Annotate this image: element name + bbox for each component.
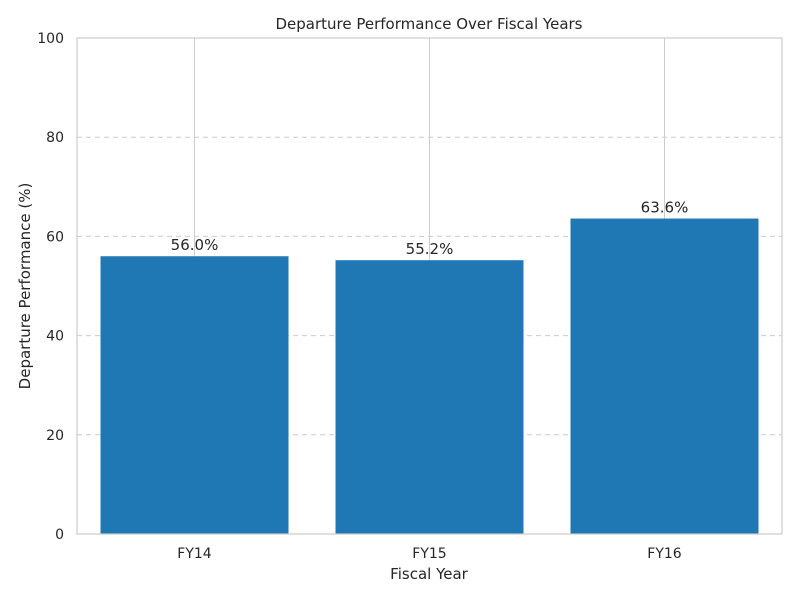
y-tick-label: 40 [46, 329, 64, 345]
bars [100, 218, 759, 534]
y-axis-ticks: 0 20 40 60 80 100 [37, 31, 64, 543]
y-tick-label: 80 [46, 130, 64, 146]
y-tick-label: 0 [55, 527, 64, 543]
bar-value-label: 55.2% [406, 240, 454, 258]
y-tick-label: 100 [37, 31, 64, 47]
bar-value-labels: 56.0% 55.2% 63.6% [171, 199, 689, 259]
plot-frame [76, 37, 783, 535]
bar-fy16 [570, 218, 759, 534]
y-axis-label: Departure Performance (%) [16, 183, 34, 390]
x-axis-ticks: FY14 FY15 FY16 [177, 546, 682, 562]
bar-fy15 [335, 260, 524, 534]
bar-fy14 [100, 256, 289, 534]
y-tick-label: 60 [46, 229, 64, 245]
x-tick-label: FY14 [177, 546, 212, 562]
x-tick-label: FY15 [412, 546, 446, 562]
x-tick-label: FY16 [647, 546, 682, 562]
chart-title: Departure Performance Over Fiscal Years [275, 15, 582, 33]
x-axis-label: Fiscal Year [390, 565, 468, 583]
bar-value-label: 56.0% [171, 236, 219, 254]
bar-value-label: 63.6% [641, 199, 689, 217]
y-tick-label: 20 [46, 428, 64, 444]
